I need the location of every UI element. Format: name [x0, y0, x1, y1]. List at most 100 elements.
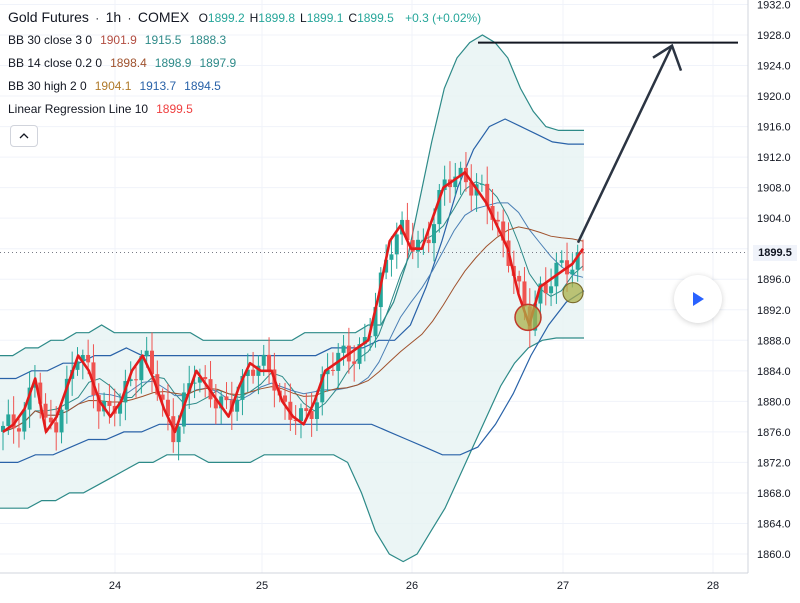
candle-body [485, 183, 490, 206]
y-tick-label: 1884.0 [757, 366, 791, 378]
x-tick-label: 28 [707, 580, 719, 592]
candle-body [134, 379, 139, 381]
indicator-row[interactable]: Linear Regression Line 10 1899.5 [8, 98, 481, 121]
candle-body [522, 281, 527, 307]
x-tick-label: 24 [109, 580, 121, 592]
candle-body [357, 344, 362, 364]
y-tick-label: 1880.0 [757, 396, 791, 408]
interval-label[interactable]: 1h [105, 9, 122, 25]
x-tick-label: 27 [557, 580, 569, 592]
candle-body [165, 399, 170, 417]
y-tick-label: 1892.0 [757, 305, 791, 317]
candle-body [298, 408, 303, 422]
candle-body [320, 374, 325, 403]
y-tick-label: 1888.0 [757, 335, 791, 347]
candle-body [203, 377, 208, 380]
candle-body [543, 283, 548, 294]
candle-body [570, 269, 575, 275]
trend-arrow-head [652, 43, 683, 72]
ohlc-key: L [300, 11, 307, 25]
candle-body [176, 426, 181, 443]
y-tick-label: 1904.0 [757, 213, 791, 225]
indicator-rows: BB 30 close 3 0 1901.9 1915.5 1888.3 BB 14 c… [8, 29, 481, 121]
candle-body [479, 183, 484, 185]
candle-body [309, 411, 314, 419]
candle-body [11, 414, 16, 429]
play-button[interactable] [674, 275, 722, 323]
symbol-name[interactable]: Gold Futures [8, 9, 89, 25]
indicator-row[interactable]: BB 30 high 2 0 1904.1 1913.7 1894.5 [8, 75, 481, 98]
candle-body [80, 354, 85, 362]
indicator-value: 1898.4 [110, 56, 147, 70]
indicator-value: 1904.1 [94, 79, 132, 93]
y-tick-label: 1860.0 [757, 549, 791, 561]
chart-legend: Gold Futures · 1h · COMEX O1899.2 H1899.8… [8, 6, 481, 121]
candle-body [245, 369, 250, 376]
candle-body [38, 382, 43, 404]
candle-body [118, 402, 123, 414]
ohlc-key: O [198, 11, 208, 25]
candle-body [501, 221, 506, 241]
candle-body [54, 422, 59, 433]
candle-body [581, 252, 585, 254]
candle-body [421, 239, 426, 241]
support-marker-circle [514, 303, 542, 332]
candle-body [235, 399, 240, 412]
indicator-value: 1897.9 [199, 56, 237, 70]
exchange-label: COMEX [137, 9, 190, 25]
candle-body [59, 409, 64, 433]
candle-body [128, 379, 133, 382]
candle-body [22, 409, 27, 432]
indicator-value: 1888.3 [189, 33, 227, 47]
y-tick-label: 1864.0 [757, 518, 791, 530]
candle-body [426, 239, 431, 244]
candle-body [160, 394, 165, 400]
chevron-up-icon [19, 133, 29, 139]
support-marker-circle [562, 282, 584, 304]
ohlc-value: 1899.2 [207, 11, 245, 25]
y-tick-label: 1896.0 [757, 274, 791, 286]
linear-regression-line [2, 171, 585, 434]
bb30-close-upper-line [0, 34, 584, 357]
candle-body [283, 395, 288, 402]
candle-body [219, 396, 224, 409]
candle-body [330, 369, 335, 371]
candle-body [575, 252, 580, 270]
candle-body [549, 286, 554, 294]
y-tick-label: 1928.0 [757, 30, 791, 42]
ohlc-key: C [348, 11, 358, 25]
candle-body [240, 375, 245, 400]
candle-body [27, 387, 32, 410]
collapse-legend-button[interactable] [10, 125, 38, 147]
candle-body [314, 402, 319, 419]
ohlc-key: H [249, 11, 259, 25]
legend-symbol-row: Gold Futures · 1h · COMEX O1899.2 H1899.8… [8, 6, 481, 29]
candle-body [469, 182, 474, 196]
bb30-high-upper-line [0, 118, 584, 380]
candle-body [416, 239, 421, 252]
indicator-row[interactable]: BB 30 close 3 0 1901.9 1915.5 1888.3 [8, 29, 481, 52]
y-tick-label: 1872.0 [757, 457, 791, 469]
candle-body [197, 377, 202, 383]
candle-body [458, 167, 463, 177]
legend-separator: · [95, 11, 100, 25]
candle-body [75, 361, 80, 370]
candle-body [267, 354, 272, 370]
indicator-value: 1898.9 [154, 56, 192, 70]
candle-body [437, 190, 442, 225]
bb30-high-lower-line [0, 290, 585, 463]
candle-body [293, 419, 298, 422]
candle-body [48, 417, 53, 423]
candle-body [261, 354, 266, 366]
indicator-label: Linear Regression Line 10 [8, 102, 149, 116]
candle-body [91, 362, 96, 396]
candle-body [304, 408, 309, 412]
ohlc-value: 1899.8 [258, 11, 295, 25]
candle-body [1, 425, 5, 432]
candle-body [453, 176, 458, 188]
candle-body [16, 428, 21, 432]
indicator-row[interactable]: BB 14 close 0.2 0 1898.4 1898.9 1897.9 [8, 52, 481, 75]
indicator-value: 1899.5 [156, 102, 193, 116]
